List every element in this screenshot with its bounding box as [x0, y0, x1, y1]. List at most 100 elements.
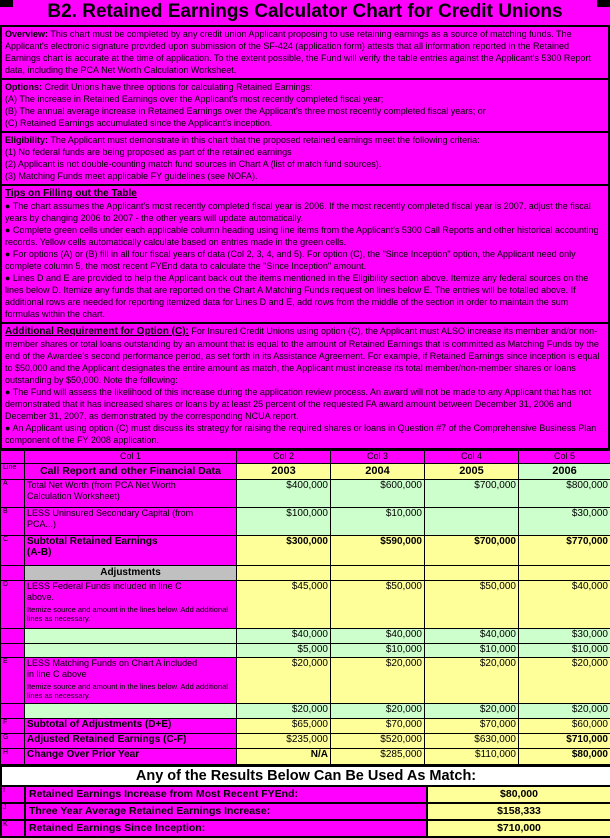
- additional-bullet: ● The Fund will assess the likelihood of…: [5, 386, 605, 422]
- input-cell[interactable]: $100,000: [237, 508, 331, 536]
- row-label: LESS Matching Funds on Chart A included …: [25, 658, 237, 704]
- overview-label: Overview:: [5, 29, 48, 39]
- match-row-label: Retained Earnings Since Inception:: [25, 820, 427, 837]
- calc-cell: $235,000: [237, 734, 331, 749]
- input-cell[interactable]: $40,000: [425, 629, 519, 644]
- line-header: Line: [1, 464, 25, 480]
- row-label: Total Net Worth (from PCA Net Worth Calc…: [25, 480, 237, 508]
- calc-cell: $520,000: [331, 734, 425, 749]
- worksheet-page: { "title": "B2. Retained Earnings Calcul…: [0, 0, 610, 819]
- year-header-2006[interactable]: 2006: [519, 464, 610, 480]
- table-row-b: B LESS Uninsured Secondary Capital (from…: [1, 508, 610, 536]
- calc-cell: $70,000: [425, 719, 519, 734]
- row-label: Change Over Prior Year: [25, 749, 237, 765]
- eligibility-label: Eligibility:: [5, 135, 48, 145]
- input-cell[interactable]: $5,000: [237, 644, 331, 658]
- table-row-a: A Total Net Worth (from PCA Net Worth Ca…: [1, 480, 610, 508]
- instructions-block: Overview: This chart must be completed b…: [0, 25, 610, 450]
- eligibility-section: Eligibility: The Applicant must demonstr…: [2, 133, 608, 186]
- row-label: Adjusted Retained Earnings (C-F): [25, 734, 237, 749]
- calc-cell: $65,000: [237, 719, 331, 734]
- overview-text: Overview: This chart must be completed b…: [5, 28, 605, 76]
- row-label: Subtotal Retained Earnings (A-B): [25, 536, 237, 566]
- calc-cell: $40,000: [519, 581, 610, 629]
- line-label: [1, 644, 25, 658]
- additional-requirement-section: Additional Requirement for Option (C): F…: [2, 324, 608, 450]
- tips-title: Tips on Filling out the Table: [5, 188, 137, 199]
- input-cell[interactable]: $700,000: [425, 480, 519, 508]
- row-label: LESS Uninsured Secondary Capital (from P…: [25, 508, 237, 536]
- tip-bullet: ● Lines D and E are provided to help the…: [5, 272, 605, 320]
- input-cell[interactable]: $30,000: [519, 629, 610, 644]
- input-cell[interactable]: $600,000: [331, 480, 425, 508]
- line-label: F: [1, 719, 25, 734]
- itemize-label-cell[interactable]: [25, 644, 237, 658]
- input-cell[interactable]: $10,000: [425, 644, 519, 658]
- itemize-label-cell[interactable]: [25, 704, 237, 719]
- calc-cell: $45,000: [237, 581, 331, 629]
- year-header-2003: 2003: [237, 464, 331, 480]
- match-row-k: K Retained Earnings Since Inception: $71…: [1, 820, 610, 837]
- input-cell[interactable]: $10,000: [331, 508, 425, 536]
- col-header: Col 4: [425, 451, 519, 464]
- calc-cell: $20,000: [237, 658, 331, 704]
- input-cell[interactable]: $10,000: [519, 644, 610, 658]
- line-label: [1, 629, 25, 644]
- input-cell[interactable]: $30,000: [519, 508, 610, 536]
- match-row-i: I Retained Earnings Increase from Most R…: [1, 786, 610, 803]
- itemize-row: $20,000 $20,000 $20,000 $20,000: [1, 704, 610, 719]
- overview-section: Overview: This chart must be completed b…: [2, 27, 608, 80]
- table-row-c: C Subtotal Retained Earnings (A-B) $300,…: [1, 536, 610, 566]
- calc-cell: $70,000: [331, 719, 425, 734]
- table-row-e: E LESS Matching Funds on Chart A include…: [1, 658, 610, 704]
- input-cell[interactable]: $800,000: [519, 480, 610, 508]
- options-intro: Options: Credit Unions have three option…: [5, 81, 605, 93]
- calc-cell: $50,000: [425, 581, 519, 629]
- input-cell[interactable]: $20,000: [519, 704, 610, 719]
- options-section: Options: Credit Unions have three option…: [2, 80, 608, 133]
- additional-bullet: ● An Applicant using option (C) must dis…: [5, 422, 605, 446]
- table-row-d: D LESS Federal Funds included in line C …: [1, 581, 610, 629]
- input-cell[interactable]: [425, 508, 519, 536]
- itemize-label-cell[interactable]: [25, 629, 237, 644]
- line-label: B: [1, 508, 25, 536]
- option-b: (B) The annual average increase in Retai…: [5, 105, 605, 117]
- row-label: Subtotal of Adjustments (D+E): [25, 719, 237, 734]
- option-c: (C) Retained Earnings accumulated since …: [5, 117, 605, 129]
- eligibility-intro: Eligibility: The Applicant must demonstr…: [5, 134, 605, 146]
- option-a: (A) The increase in Retained Earnings ov…: [5, 93, 605, 105]
- match-row-label: Three Year Average Retained Earnings Inc…: [25, 803, 427, 820]
- input-cell[interactable]: $20,000: [425, 704, 519, 719]
- calc-cell: $710,000: [519, 734, 610, 749]
- itemize-row: $40,000 $40,000 $40,000 $30,000: [1, 629, 610, 644]
- calc-cell: $590,000: [331, 536, 425, 566]
- line-label: [1, 566, 25, 581]
- col-header: Col 1: [25, 451, 237, 464]
- input-cell[interactable]: $40,000: [237, 629, 331, 644]
- year-header-2004: 2004: [331, 464, 425, 480]
- calc-cell: [331, 566, 425, 581]
- line-label: C: [1, 536, 25, 566]
- match-results-table: Any of the Results Below Can Be Used As …: [0, 765, 610, 838]
- match-value-cell: $710,000: [427, 820, 610, 837]
- input-cell[interactable]: $400,000: [237, 480, 331, 508]
- line-label: G: [1, 734, 25, 749]
- line-label: A: [1, 480, 25, 508]
- column-header-row: Col 1 Col 2 Col 3 Col 4 Col 5: [1, 451, 610, 464]
- input-cell[interactable]: $10,000: [331, 644, 425, 658]
- input-cell[interactable]: $20,000: [331, 704, 425, 719]
- year-header-2005: 2005: [425, 464, 519, 480]
- line-label: H: [1, 749, 25, 765]
- match-header-row: Any of the Results Below Can Be Used As …: [1, 766, 610, 786]
- calc-cell: $20,000: [331, 658, 425, 704]
- year-header-row: Line Call Report and other Financial Dat…: [1, 464, 610, 480]
- line-label: [1, 704, 25, 719]
- tip-bullet: ● For options (A) or (B) fill in all fou…: [5, 248, 605, 272]
- line-label: D: [1, 581, 25, 629]
- calc-cell: $60,000: [519, 719, 610, 734]
- input-cell[interactable]: $20,000: [237, 704, 331, 719]
- match-row-j: J Three Year Average Retained Earnings I…: [1, 803, 610, 820]
- input-cell[interactable]: $40,000: [331, 629, 425, 644]
- row-note: Itemize source and amount in the lines b…: [27, 606, 234, 623]
- calc-cell: $110,000: [425, 749, 519, 765]
